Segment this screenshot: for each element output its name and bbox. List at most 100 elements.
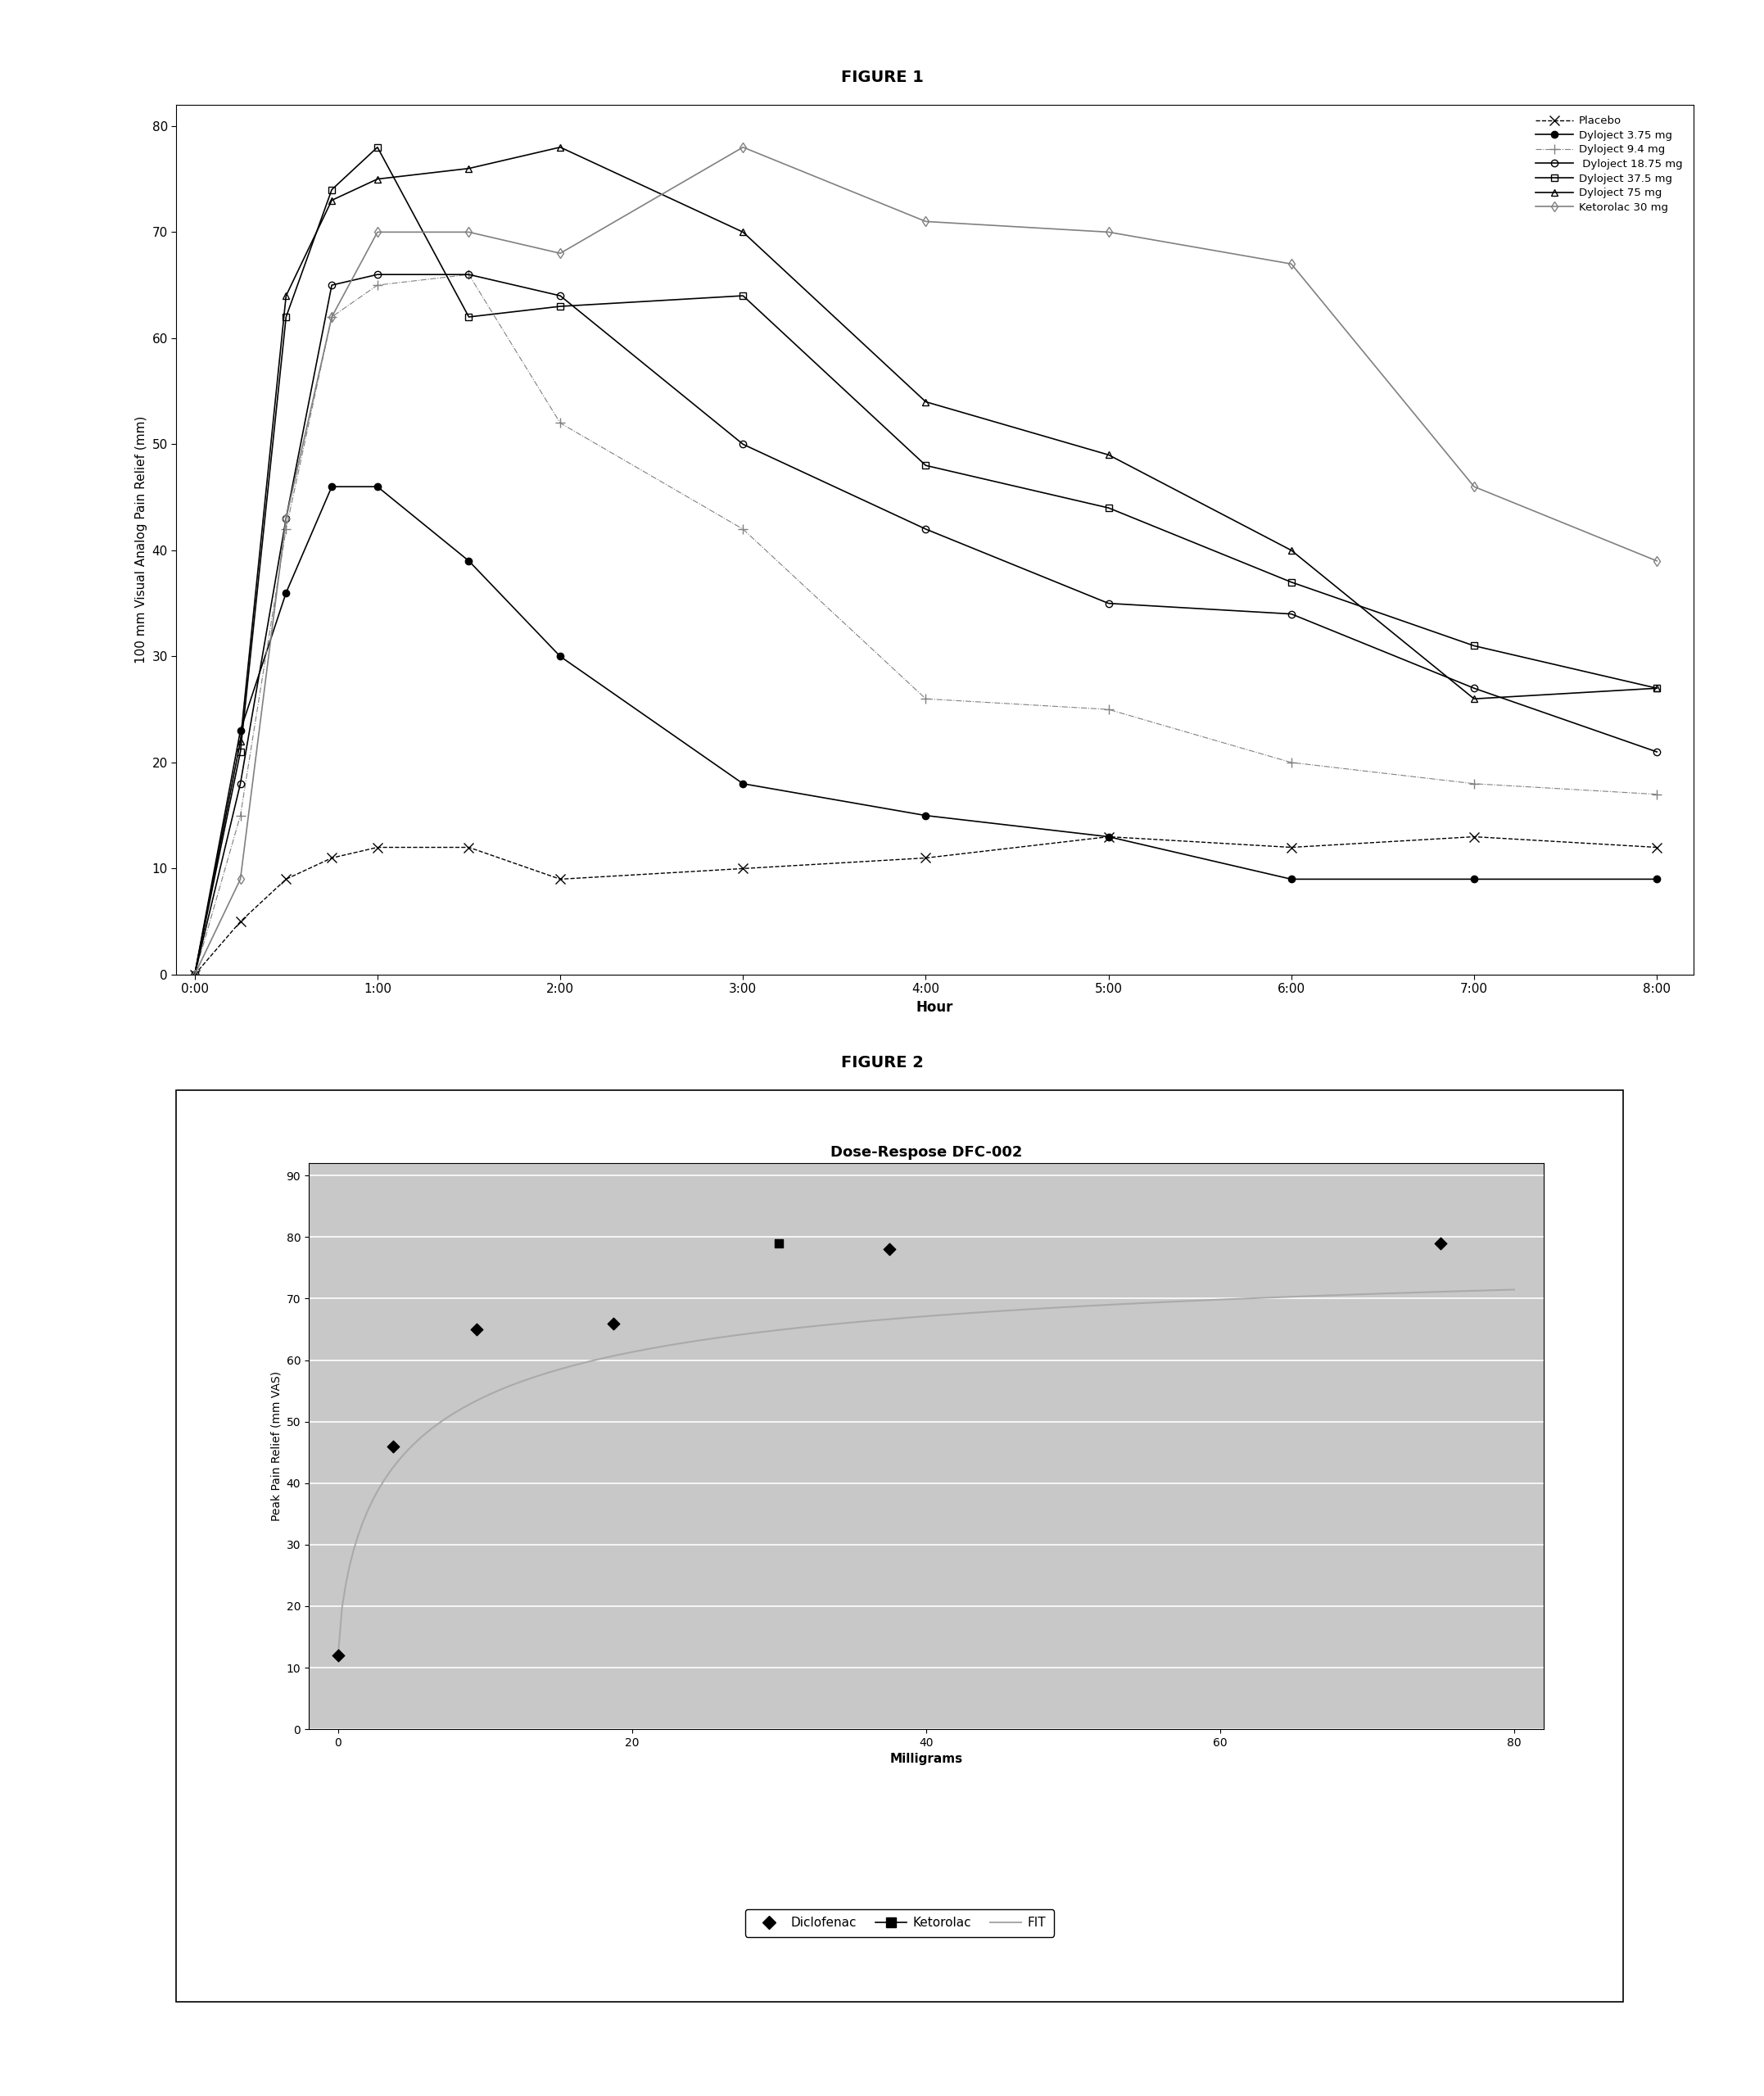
Diclofenac [875, 1232, 903, 1266]
Ketorolac 30 mg [459, 220, 480, 245]
Dyloject 9.4 mg [275, 516, 296, 541]
Title: Dose-Respose DFC-002: Dose-Respose DFC-002 [831, 1144, 1021, 1159]
Ketorolac 30 mg [367, 220, 388, 245]
Dyloject 37.5 mg [459, 304, 480, 329]
Placebo [550, 866, 572, 891]
Placebo [183, 962, 205, 987]
Placebo [1464, 824, 1485, 849]
Dyloject 9.4 mg [459, 262, 480, 287]
Dyloject 75 mg [321, 189, 342, 214]
Dyloject 3.75 mg [459, 549, 480, 574]
 Dyloject 18.75 mg [732, 432, 753, 457]
Line: Dyloject 37.5 mg: Dyloject 37.5 mg [191, 145, 1660, 979]
Dyloject 37.5 mg [732, 283, 753, 308]
Line: FIT: FIT [339, 1289, 1514, 1656]
Dyloject 37.5 mg [321, 176, 342, 201]
Line: Placebo: Placebo [191, 832, 1662, 979]
Dyloject 75 mg [732, 220, 753, 245]
 Dyloject 18.75 mg [1464, 675, 1485, 700]
Placebo [732, 855, 753, 880]
Dyloject 3.75 mg [367, 474, 388, 499]
Placebo [1097, 824, 1118, 849]
 Dyloject 18.75 mg [275, 505, 296, 530]
Dyloject 37.5 mg [1464, 633, 1485, 658]
Dyloject 3.75 mg [1464, 866, 1485, 891]
Dyloject 37.5 mg [275, 304, 296, 329]
FIT [1319, 1283, 1341, 1308]
Placebo [1646, 834, 1667, 859]
Dyloject 3.75 mg [321, 474, 342, 499]
Placebo [916, 845, 937, 870]
Dyloject 3.75 mg [1646, 866, 1667, 891]
Ketorolac 30 mg [1464, 474, 1485, 499]
Diclofenac [379, 1429, 407, 1463]
Ketorolac 30 mg [1646, 549, 1667, 574]
FIT [1023, 1295, 1044, 1320]
Dyloject 3.75 mg [229, 719, 250, 744]
X-axis label: Milligrams: Milligrams [889, 1752, 963, 1765]
Ketorolac 30 mg [916, 210, 937, 235]
Dyloject 37.5 mg [1281, 570, 1302, 595]
Ketorolac 30 mg [321, 304, 342, 329]
 Dyloject 18.75 mg [459, 262, 480, 287]
Dyloject 9.4 mg [1281, 750, 1302, 776]
Dyloject 3.75 mg [732, 771, 753, 796]
Dyloject 9.4 mg [321, 304, 342, 329]
 Dyloject 18.75 mg [550, 283, 572, 308]
Diclofenac [1427, 1226, 1455, 1260]
Dyloject 37.5 mg [1097, 495, 1118, 520]
 Dyloject 18.75 mg [1097, 591, 1118, 616]
Dyloject 3.75 mg [1097, 824, 1118, 849]
Dyloject 9.4 mg [1646, 782, 1667, 807]
Line: Dyloject 9.4 mg: Dyloject 9.4 mg [191, 270, 1662, 979]
Dyloject 9.4 mg [183, 962, 205, 987]
Line: Ketorolac 30 mg: Ketorolac 30 mg [191, 145, 1660, 979]
FIT [1503, 1276, 1524, 1302]
Placebo [459, 834, 480, 859]
Dyloject 75 mg [1281, 539, 1302, 564]
 Dyloject 18.75 mg [183, 962, 205, 987]
Diclofenac [325, 1639, 353, 1673]
Dyloject 9.4 mg [229, 803, 250, 828]
FIT [1028, 1295, 1050, 1320]
Dyloject 37.5 mg [916, 453, 937, 478]
Diclofenac [462, 1312, 490, 1346]
Placebo [321, 845, 342, 870]
Dyloject 37.5 mg [1646, 675, 1667, 700]
 Dyloject 18.75 mg [229, 771, 250, 796]
Dyloject 75 mg [459, 155, 480, 180]
FIT [1394, 1281, 1415, 1306]
Dyloject 37.5 mg [229, 740, 250, 765]
Dyloject 75 mg [550, 134, 572, 159]
Dyloject 3.75 mg [275, 581, 296, 606]
Text: FIGURE 1: FIGURE 1 [841, 69, 923, 86]
X-axis label: Hour: Hour [916, 1000, 954, 1014]
Dyloject 75 mg [916, 390, 937, 415]
Legend: Placebo, Dyloject 3.75 mg, Dyloject 9.4 mg,  Dyloject 18.75 mg, Dyloject 37.5 mg: Placebo, Dyloject 3.75 mg, Dyloject 9.4 … [1531, 111, 1688, 218]
Ketorolac 30 mg [183, 962, 205, 987]
Y-axis label: 100 mm Visual Analog Pain Relief (mm): 100 mm Visual Analog Pain Relief (mm) [136, 415, 148, 664]
Dyloject 75 mg [183, 962, 205, 987]
Dyloject 9.4 mg [1097, 696, 1118, 721]
 Dyloject 18.75 mg [1281, 602, 1302, 627]
Ketorolac 30 mg [732, 134, 753, 159]
Dyloject 37.5 mg [183, 962, 205, 987]
FIT [332, 1595, 353, 1620]
Dyloject 37.5 mg [367, 134, 388, 159]
Dyloject 75 mg [275, 283, 296, 308]
Dyloject 75 mg [1097, 442, 1118, 467]
Dyloject 9.4 mg [916, 685, 937, 711]
Ketorolac [766, 1226, 794, 1260]
Dyloject 75 mg [229, 729, 250, 755]
Dyloject 3.75 mg [916, 803, 937, 828]
 Dyloject 18.75 mg [321, 272, 342, 298]
Dyloject 9.4 mg [550, 411, 572, 436]
 Dyloject 18.75 mg [916, 516, 937, 541]
Line: Dyloject 75 mg: Dyloject 75 mg [191, 145, 1660, 979]
Placebo [275, 866, 296, 891]
 Dyloject 18.75 mg [1646, 740, 1667, 765]
Legend: Diclofenac, Ketorolac, FIT: Diclofenac, Ketorolac, FIT [746, 1909, 1053, 1937]
Line: Dyloject 3.75 mg: Dyloject 3.75 mg [191, 484, 1660, 979]
Dyloject 3.75 mg [183, 962, 205, 987]
Placebo [229, 910, 250, 935]
